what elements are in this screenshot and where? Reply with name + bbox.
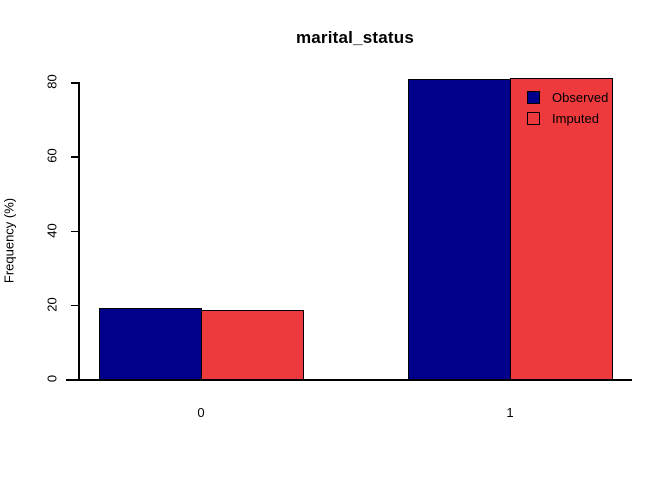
y-tick-label: 20 — [44, 297, 60, 312]
y-axis-label: Frequency (%) — [1, 197, 17, 284]
bar-observed-cat1 — [408, 78, 511, 380]
x-axis-line — [66, 379, 632, 381]
y-tick-label: 80 — [44, 74, 60, 89]
legend-swatch-imputed — [527, 112, 540, 125]
legend-swatch-observed — [527, 91, 540, 104]
legend: Observed Imputed — [527, 87, 608, 129]
x-category-label: 1 — [506, 405, 514, 420]
y-tick-label: 40 — [44, 222, 60, 238]
y-tick-mark — [71, 82, 78, 84]
bar-imputed-cat0 — [201, 309, 304, 380]
legend-label: Imputed — [552, 111, 599, 126]
y-tick-mark — [71, 379, 78, 381]
chart-title: marital_status — [295, 28, 415, 47]
y-tick-label: 0 — [44, 374, 60, 383]
bar-observed-cat0 — [99, 308, 202, 380]
legend-item-observed: Observed — [527, 87, 608, 108]
legend-item-imputed: Imputed — [527, 108, 608, 129]
y-tick-mark — [71, 156, 78, 158]
y-tick-mark — [71, 230, 78, 232]
bar-imputed-cat1 — [510, 77, 613, 380]
y-axis-line — [78, 82, 80, 380]
x-category-label: 0 — [197, 405, 205, 420]
legend-label: Observed — [552, 90, 609, 105]
y-tick-label: 60 — [44, 148, 60, 163]
y-tick-mark — [71, 304, 78, 307]
